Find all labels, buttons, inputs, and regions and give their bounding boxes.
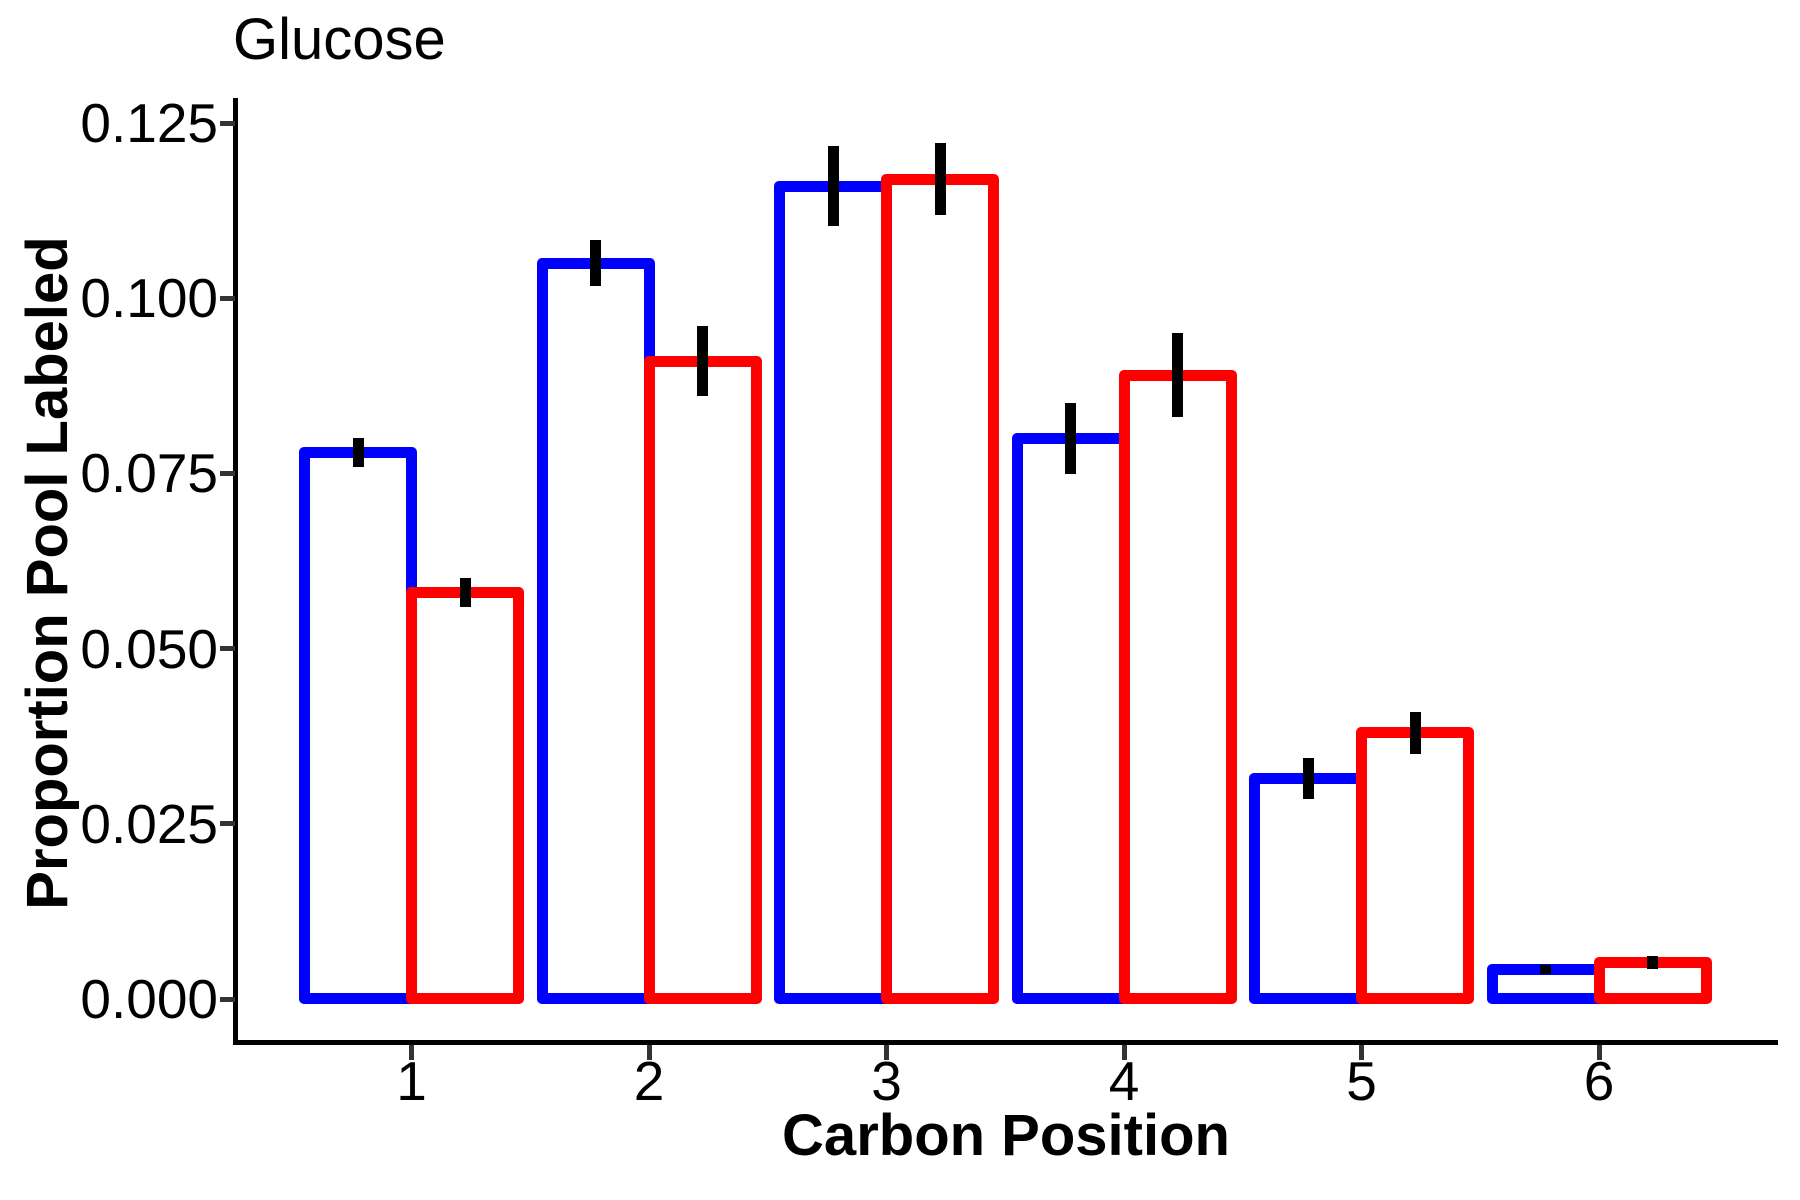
errorbar-red-5 [1409,711,1421,754]
y-axis-line [233,98,238,1045]
y-tick-label-0.125: 0.125 [80,92,218,154]
y-tick-0.025 [220,821,235,827]
bar-blue-4 [1011,432,1130,1005]
x-tick-2 [646,1045,652,1060]
errorbar-red-6 [1647,956,1658,969]
y-tick-0.000 [220,996,235,1002]
x-axis-line [233,1040,1778,1045]
x-tick-4 [1121,1045,1127,1060]
y-tick-0.125 [220,120,235,126]
x-tick-label-1: 1 [396,1050,427,1112]
bar-red-5 [1356,727,1474,1005]
x-tick-label-6: 6 [1583,1050,1615,1112]
y-tick-label-0.025: 0.025 [80,792,218,855]
errorbar-red-1 [459,577,471,608]
errorbar-blue-5 [1302,757,1314,799]
x-tick-1 [409,1045,414,1060]
errorbar-blue-6 [1540,964,1551,975]
y-tick-0.075 [220,470,235,476]
errorbar-red-4 [1172,333,1183,418]
x-tick-6 [1596,1045,1602,1060]
x-tick-3 [884,1045,889,1060]
x-tick-label-3: 3 [871,1050,902,1112]
y-tick-label-0.050: 0.050 [80,617,218,680]
errorbar-blue-3 [827,146,839,227]
x-tick-label-5: 5 [1346,1050,1377,1112]
errorbar-blue-2 [590,240,601,287]
bar-blue-1 [299,446,417,1005]
bar-blue-2 [536,257,655,1005]
errorbar-red-3 [934,142,946,216]
y-tick-label-0.000: 0.000 [80,968,218,1030]
bar-blue-3 [774,180,892,1005]
y-tick-label-0.100: 0.100 [80,267,218,330]
y-tick-label-0.075: 0.075 [80,442,218,505]
errorbar-blue-4 [1065,402,1076,475]
errorbar-blue-1 [352,437,364,468]
errorbar-red-2 [697,326,708,397]
x-axis-title: Carbon Position [782,1103,1230,1168]
bar-blue-5 [1249,772,1367,1005]
x-tick-label-4: 4 [1108,1050,1140,1112]
bar-red-2 [643,355,762,1005]
x-tick-5 [1359,1045,1364,1060]
bar-red-1 [406,587,524,1005]
y-tick-0.100 [220,295,235,301]
bar-red-3 [881,173,999,1005]
y-tick-0.050 [220,646,235,652]
chart-title: Glucose [233,7,446,72]
bar-red-4 [1118,369,1237,1005]
x-tick-label-2: 2 [633,1050,665,1112]
